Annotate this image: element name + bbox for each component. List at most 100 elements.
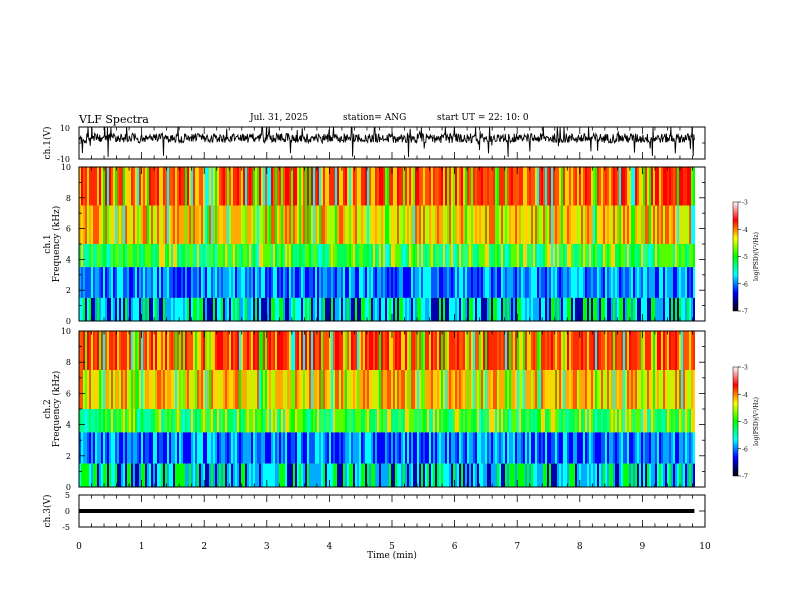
ch1-spectrogram-cell: [125, 167, 127, 206]
ch2-spectrogram-cell: [619, 463, 621, 487]
ch2-spectrogram-cell: [603, 370, 605, 409]
ch1-spectrogram-cell: [279, 297, 281, 321]
ch2-spectrogram-ylabel: Frequency (kHz): [51, 371, 62, 448]
ch1-spectrogram-cell: [281, 267, 283, 298]
ch2-spectrogram-cell: [681, 331, 683, 370]
ch2-spectrogram-cell: [155, 370, 157, 409]
ch1-spectrogram-cell: [113, 297, 115, 321]
ch1-spectrogram-cell: [651, 267, 653, 298]
ch1-spectrogram-cell: [465, 267, 467, 298]
ch2-spectrogram-cell: [321, 432, 323, 464]
ch2-spectrogram-cell: [595, 432, 597, 464]
ch2-spectrogram-cell: [415, 463, 417, 487]
ch2-spectrogram-cell: [299, 331, 301, 370]
ch1-spectrogram-cell: [193, 244, 195, 268]
ch1-spectrogram-cell: [541, 244, 543, 268]
ch2-spectrogram-cell: [139, 432, 141, 464]
ch1-spectrogram-cell: [467, 167, 469, 206]
ch1-spectrogram-cell: [419, 167, 421, 206]
ch2-spectrogram-cell: [89, 331, 91, 370]
ch1-spectrogram-cell: [635, 297, 637, 321]
ch2-spectrogram-cell: [107, 409, 109, 433]
ch2-spectrogram-cell: [681, 432, 683, 464]
ch1-spectrogram-cell: [117, 205, 119, 244]
ch1-spectrogram-cell: [437, 167, 439, 206]
ch2-spectrogram-cell: [397, 331, 399, 370]
ch2-spectrogram-cell: [105, 463, 107, 487]
ch2-spectrogram-cell: [399, 409, 401, 433]
ch1-spectrogram-cell: [183, 297, 185, 321]
ch1-spectrogram-cell: [453, 205, 455, 244]
ch1-spectrogram-cell: [617, 244, 619, 268]
ch2-spectrogram-cell: [493, 409, 495, 433]
ch1-spectrogram-cell: [293, 297, 295, 321]
ch1-spectrogram-cell: [451, 167, 453, 206]
ch2-spectrogram-cell: [675, 370, 677, 409]
ch2-spectrogram-cell: [313, 463, 315, 487]
ch1-spectrogram-cell: [161, 267, 163, 298]
ch3-ytick-label: 0: [65, 507, 70, 516]
ch2-spectrogram-cell: [97, 370, 99, 409]
ch1-spectrogram-cell: [461, 244, 463, 268]
ch1-spectrogram-cell: [635, 167, 637, 206]
ch2-spectrogram-cell: [435, 331, 437, 370]
ch2-spectrogram-cell: [485, 331, 487, 370]
ch1-spectrogram-cell: [681, 297, 683, 321]
ch2-spectrogram-cell: [281, 432, 283, 464]
ch1-spectrogram-cell: [535, 167, 537, 206]
ch1-spectrogram-cell: [557, 205, 559, 244]
ch1-spectrogram-cell: [323, 244, 325, 268]
ch1-spectrogram-cell: [689, 205, 691, 244]
ch1-spectrogram-cell: [541, 297, 543, 321]
ch1-spectrogram-cell: [183, 244, 185, 268]
ch1-spectrogram-cell: [549, 297, 551, 321]
ch1-spectrogram-cell: [169, 167, 171, 206]
ch2-spectrogram-cell: [435, 409, 437, 433]
ch2-spectrogram-cell: [377, 370, 379, 409]
ch1-spectrogram-cell: [605, 297, 607, 321]
ch2-spectrogram-cell: [343, 331, 345, 370]
ch1-spectrogram-cell: [137, 244, 139, 268]
ch2-spectrogram-cell: [639, 463, 641, 487]
ch2-spectrogram-cell: [169, 432, 171, 464]
ch2-spectrogram-cell: [277, 463, 279, 487]
ch1-spectrogram-cell: [447, 267, 449, 298]
ch2-spectrogram-cell: [387, 331, 389, 370]
ch1-spectrogram-cell: [183, 267, 185, 298]
ch1-spectrogram-cell: [215, 267, 217, 298]
ch2-spectrogram-cell: [93, 370, 95, 409]
ch2-spectrogram-cell: [351, 370, 353, 409]
ch2-spectrogram-cell: [395, 463, 397, 487]
ch2-spectrogram-cell: [99, 409, 101, 433]
ch1-colorbar-tick-label: -4: [742, 227, 748, 234]
ch1-spectrogram-cell: [293, 167, 295, 206]
ch1-spectrogram-cell: [343, 297, 345, 321]
ch1-spectrogram-cell: [341, 297, 343, 321]
ch2-spectrogram-cell: [533, 432, 535, 464]
ch2-spectrogram-cell: [631, 370, 633, 409]
ch2-spectrogram-cell: [485, 432, 487, 464]
ch1-spectrogram-cell: [683, 244, 685, 268]
ch1-spectrogram-cell: [441, 297, 443, 321]
ch2-spectrogram-cell: [403, 432, 405, 464]
ch2-spectrogram-cell: [307, 409, 309, 433]
ch1-spectrogram-cell: [537, 297, 539, 321]
ch1-spectrogram-cell: [339, 297, 341, 321]
ch2-spectrogram-cell: [333, 432, 335, 464]
ch1-spectrogram-cell: [149, 244, 151, 268]
ch1-spectrogram-cell: [489, 205, 491, 244]
ch1-spectrogram-cell: [191, 267, 193, 298]
ch1-spectrogram-cell: [503, 244, 505, 268]
ch2-spectrogram-cell: [283, 331, 285, 370]
ch2-spectrogram-cell: [375, 463, 377, 487]
ch1-spectrogram-cell: [353, 167, 355, 206]
ch1-spectrogram-cell: [173, 267, 175, 298]
ch2-spectrogram-cell: [133, 331, 135, 370]
ch2-spectrogram-cell: [377, 432, 379, 464]
ch2-spectrogram-cell: [471, 463, 473, 487]
ch2-spectrogram-cell: [603, 463, 605, 487]
ch2-spectrogram-cell: [175, 331, 177, 370]
ch2-spectrogram-cell: [615, 432, 617, 464]
ch2-spectrogram-cell: [317, 463, 319, 487]
ch2-spectrogram-cell: [337, 432, 339, 464]
